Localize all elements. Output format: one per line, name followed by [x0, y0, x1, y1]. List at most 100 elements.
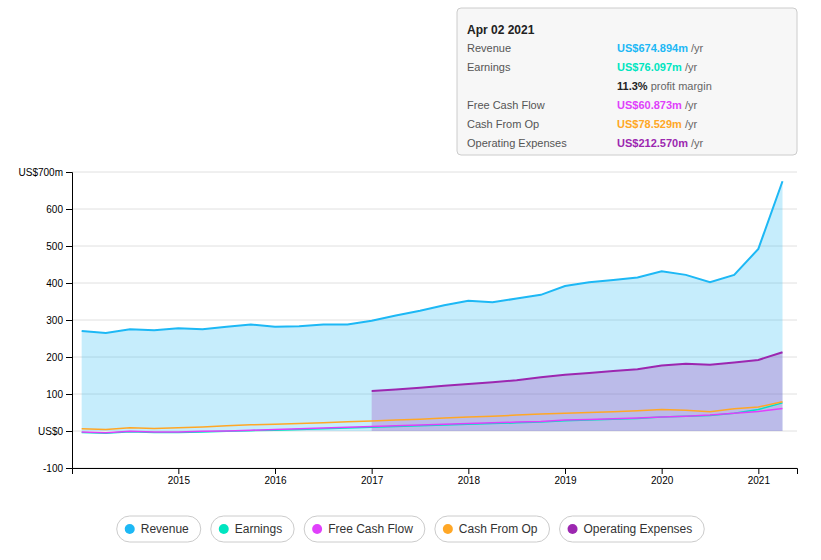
- x-axis-line: [73, 469, 798, 475]
- legend-swatch: [125, 524, 135, 534]
- x-tick-label: 2019: [554, 475, 577, 486]
- legend-label: Cash From Op: [459, 522, 538, 536]
- y-tick-mark: [66, 320, 72, 321]
- y-axis-line: [66, 173, 73, 469]
- tooltip-label: Earnings: [467, 61, 511, 73]
- x-tick-mark: [662, 468, 663, 474]
- tooltip-value: US$78.529m: [617, 118, 682, 130]
- legend-box: [211, 516, 294, 542]
- legend-box: [560, 516, 705, 542]
- x-tick: 2019: [554, 468, 577, 486]
- legend-item: Cash From Op: [435, 516, 550, 542]
- tooltip-suffix: profit margin: [648, 80, 712, 92]
- x-tick-label: 2021: [748, 475, 771, 486]
- y-tick: US$700m: [19, 167, 72, 178]
- y-tick-label: 400: [46, 278, 63, 289]
- y-tick-label: 100: [46, 389, 63, 400]
- x-tick-label: 2018: [458, 475, 481, 486]
- plot-area: 2015 2016 2017 2018 2019 2020 2021 -100 US$0 100 2…: [19, 167, 798, 486]
- legend-box: [435, 516, 550, 542]
- grid: [72, 172, 797, 468]
- tooltip-box: [457, 8, 797, 155]
- x-tick-mark: [468, 468, 469, 474]
- x-tick-mark: [372, 468, 373, 474]
- legend-item: Free Cash Flow: [304, 516, 425, 542]
- y-tick-label: -100: [43, 463, 63, 474]
- y-axis: -100 US$0 100 200 300 400 500 600 US$700m: [19, 167, 73, 474]
- y-tick: US$0: [38, 426, 72, 437]
- y-tick-mark: [66, 209, 72, 210]
- legend-item: Earnings: [211, 516, 294, 542]
- legend-box: [304, 516, 425, 542]
- line: [82, 181, 783, 333]
- y-tick-mark: [66, 246, 72, 247]
- x-tick: 2020: [651, 468, 674, 486]
- legend-box: [117, 516, 201, 542]
- tooltip: Apr 02 2021 Revenue US$674.894m /yr Earning…: [457, 8, 797, 155]
- y-tick-mark: [66, 431, 72, 432]
- x-tick-label: 2020: [651, 475, 674, 486]
- grid-line: [72, 172, 797, 173]
- legend-swatch: [219, 524, 229, 534]
- x-tick: 2018: [458, 468, 481, 486]
- line: [82, 402, 783, 430]
- x-tick-mark: [758, 468, 759, 474]
- legend-label: Revenue: [141, 522, 189, 536]
- y-tick-mark: [66, 468, 72, 469]
- y-tick-label: 500: [46, 241, 63, 252]
- y-tick: 400: [46, 278, 72, 289]
- tooltip-suffix: /yr: [682, 99, 698, 111]
- x-axis: 2015 2016 2017 2018 2019 2020 2021: [73, 468, 798, 486]
- legend-label: Operating Expenses: [584, 522, 693, 536]
- tooltip-value: US$76.097m: [617, 61, 682, 73]
- x-tick-mark: [565, 468, 566, 474]
- tooltip-value: US$212.570m: [617, 137, 688, 149]
- tooltip-label: Free Cash Flow: [467, 99, 545, 111]
- chart: 2015 2016 2017 2018 2019 2020 2021 -100 US$0 100 2…: [0, 0, 821, 560]
- tooltip-suffix: /yr: [688, 137, 704, 149]
- tooltip-value: US$674.894m: [617, 42, 688, 54]
- y-tick: 600: [46, 204, 72, 215]
- tooltip-header: Apr 02 2021: [467, 23, 535, 37]
- legend-item: Revenue: [117, 516, 201, 542]
- x-tick: 2015: [168, 468, 191, 486]
- y-tick-label: 300: [46, 315, 63, 326]
- legend: Revenue Earnings Free Cash Flow Cash From O…: [117, 516, 705, 542]
- tooltip-label: Cash From Op: [467, 118, 539, 130]
- x-tick-mark: [275, 468, 276, 474]
- x-tick-label: 2016: [264, 475, 287, 486]
- x-tick: 2017: [361, 468, 384, 486]
- grid-line: [72, 246, 797, 247]
- tooltip-suffix: /yr: [688, 42, 704, 54]
- legend-swatch: [568, 524, 578, 534]
- line: [372, 352, 783, 391]
- y-tick-label: 600: [46, 204, 63, 215]
- tooltip-suffix: /yr: [682, 118, 698, 130]
- x-tick: 2016: [264, 468, 287, 486]
- y-tick: 200: [46, 352, 72, 363]
- y-tick-label: 200: [46, 352, 63, 363]
- x-tick-label: 2017: [361, 475, 384, 486]
- line: [82, 408, 783, 432]
- tooltip-label: Operating Expenses: [467, 137, 567, 149]
- y-tick-label: US$0: [38, 426, 63, 437]
- y-tick: -100: [43, 463, 72, 474]
- tooltip-value: 11.3%: [617, 80, 648, 92]
- y-tick: 100: [46, 389, 72, 400]
- area: [82, 181, 783, 431]
- y-tick-mark: [66, 283, 72, 284]
- marks: [82, 181, 783, 433]
- y-tick: 500: [46, 241, 72, 252]
- y-tick: 300: [46, 315, 72, 326]
- tooltip-label: Revenue: [467, 42, 511, 54]
- y-tick-mark: [66, 357, 72, 358]
- tooltip-suffix: /yr: [682, 61, 698, 73]
- legend-swatch: [312, 524, 322, 534]
- x-tick: 2021: [748, 468, 771, 486]
- legend-label: Free Cash Flow: [328, 522, 413, 536]
- x-tick-mark: [178, 468, 179, 474]
- legend-label: Earnings: [235, 522, 282, 536]
- y-tick-mark: [66, 172, 72, 173]
- y-tick-label: US$700m: [19, 167, 63, 178]
- legend-item: Operating Expenses: [560, 516, 705, 542]
